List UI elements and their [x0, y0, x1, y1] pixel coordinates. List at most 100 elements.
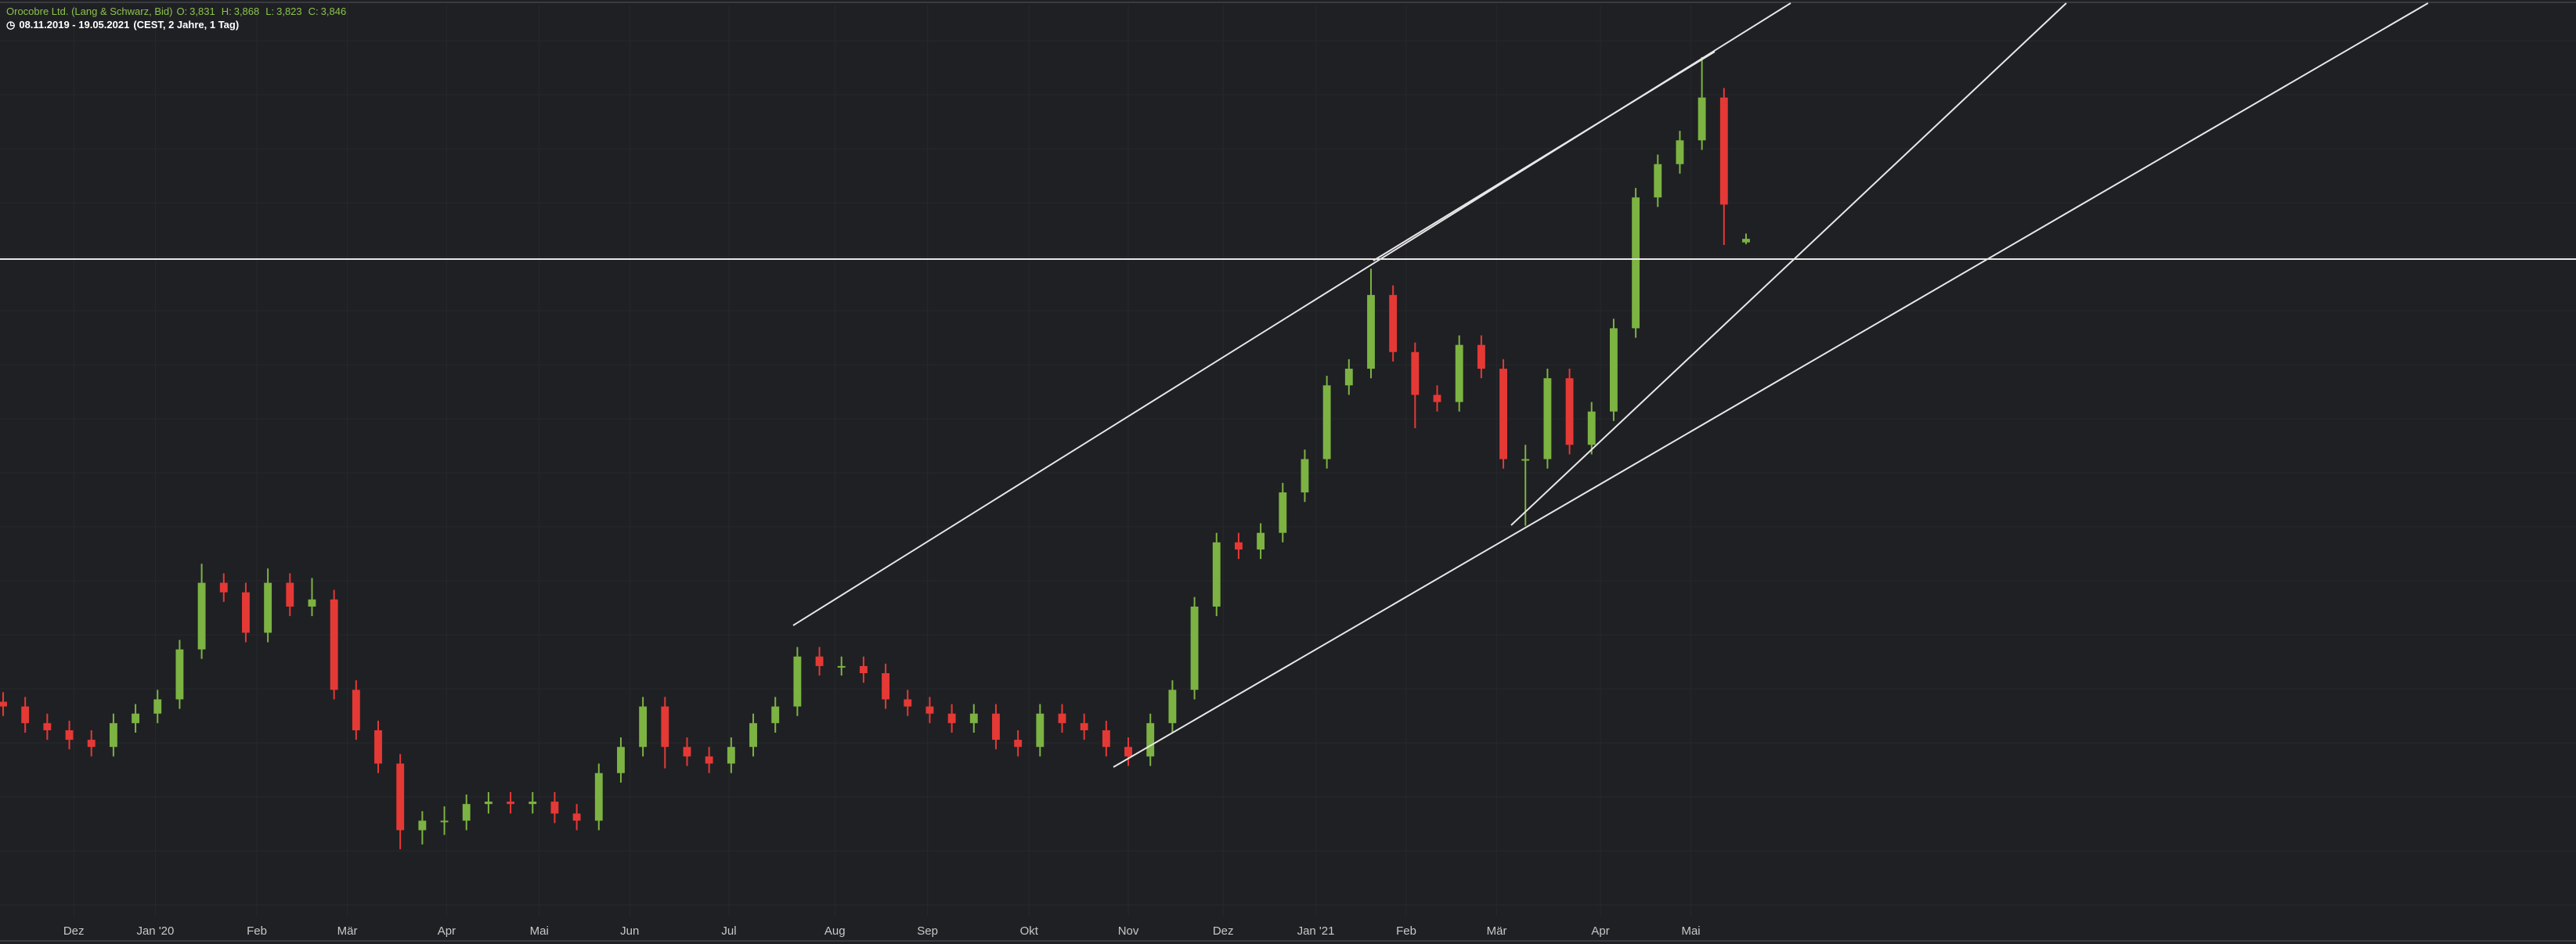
candle-body — [793, 656, 802, 707]
candle-body — [352, 690, 360, 730]
candle-body — [992, 713, 1000, 740]
candle-body — [1322, 385, 1331, 459]
candle-body — [1610, 328, 1618, 412]
trend-line — [1510, 2, 2067, 526]
ohlc-key: C: — [308, 5, 319, 17]
candle-body — [1742, 239, 1750, 243]
header-line: Orocobre Ltd. (Lang & Schwarz, Bid) O: 3,8… — [6, 5, 356, 18]
candle-body — [132, 713, 139, 723]
candle-body — [1058, 713, 1066, 723]
candle-body — [1565, 378, 1574, 445]
candle-body — [550, 802, 559, 814]
ohlc-value: 3,846 — [320, 5, 347, 17]
ohlc-key: L: — [265, 5, 275, 17]
candle-body — [594, 773, 603, 821]
x-tick-label: Feb — [1396, 924, 1416, 938]
candle-body — [175, 649, 184, 700]
drawings — [0, 2, 2576, 768]
x-tick-label: Dez — [1213, 924, 1234, 938]
candle-body — [925, 706, 934, 714]
candle-body — [1411, 351, 1420, 395]
ohlc-key: O: — [176, 5, 188, 17]
candle-body — [639, 706, 648, 748]
candle-body — [1632, 197, 1640, 329]
candle-body — [440, 820, 449, 823]
ohlc-values: O: 3,831 H: 3,868 L: 3,823 C: 3,846 — [176, 5, 352, 17]
trend-line — [1373, 51, 1716, 261]
candle-body — [882, 673, 890, 700]
candle-body — [1146, 722, 1155, 757]
period-note: (CEST, 2 Jahre, 1 Tag) — [133, 19, 240, 31]
x-tick-label: Apr — [1591, 924, 1609, 938]
clock-icon: ◷ — [6, 19, 16, 31]
trend-line — [1113, 2, 2429, 768]
ohlc-key: H: — [221, 5, 232, 17]
x-tick-label: Mär — [1487, 924, 1507, 938]
candle-body — [904, 699, 912, 707]
x-tick-label: Mai — [1681, 924, 1700, 938]
candle-body — [1301, 459, 1309, 493]
candle-body — [947, 713, 956, 723]
candle-body — [617, 747, 625, 773]
candle-body — [242, 592, 250, 633]
candle-body — [1587, 411, 1596, 445]
x-tick-label: Apr — [438, 924, 456, 938]
ohlc-value: 3,831 — [189, 5, 215, 17]
candle-body — [705, 756, 713, 764]
x-tick-label: Jul — [721, 924, 736, 938]
candle-body — [0, 701, 7, 707]
candle-body — [308, 599, 316, 607]
candle-body — [1279, 492, 1287, 533]
candle-body — [109, 722, 117, 748]
candle-body — [1102, 730, 1110, 748]
x-tick-label: Feb — [247, 924, 267, 938]
candle-body — [1654, 164, 1662, 198]
candle-body — [1234, 542, 1243, 549]
candle-body — [771, 706, 780, 723]
candle-body — [1521, 459, 1530, 461]
candle-body — [1455, 344, 1463, 402]
candle-body — [1697, 97, 1706, 141]
plot — [0, 56, 1750, 849]
candle-body — [683, 747, 691, 757]
candle-body — [43, 722, 52, 730]
candle-body — [1014, 740, 1023, 748]
candle-body — [1257, 532, 1265, 549]
candle-body — [859, 665, 868, 674]
candle-body — [65, 730, 74, 740]
candle-body — [529, 802, 537, 805]
candle-body — [484, 802, 492, 805]
period: 08.11.2019 - 19.05.2021 — [19, 19, 130, 31]
x-tick-label: Jan '21 — [1297, 924, 1335, 938]
x-tick-label: Dez — [63, 924, 85, 938]
candle-body — [153, 699, 162, 714]
candle-body — [1389, 294, 1398, 352]
candle-body — [1344, 369, 1353, 386]
candle-body — [969, 713, 978, 723]
candle-body — [87, 740, 96, 748]
x-tick-label: Sep — [917, 924, 938, 938]
candle-body — [1719, 97, 1728, 205]
candle-body — [837, 665, 846, 668]
x-tick-label: Nov — [1118, 924, 1139, 938]
candle-body — [374, 730, 382, 764]
candle-body — [286, 582, 294, 607]
ohlc-value: 3,823 — [276, 5, 302, 17]
candle-body — [1676, 140, 1684, 164]
candle-body — [197, 582, 206, 650]
grid-bands — [0, 5, 2576, 916]
x-tick-label: Aug — [824, 924, 846, 938]
candle-body — [1433, 395, 1441, 402]
candle-body — [1477, 344, 1485, 369]
x-tick-label: Jun — [620, 924, 639, 938]
candle-body — [1543, 378, 1552, 459]
chart-header: Orocobre Ltd. (Lang & Schwarz, Bid) O: 3,8… — [6, 5, 356, 31]
candle-body — [1168, 690, 1177, 723]
candle-body — [572, 813, 581, 821]
candle-body — [1212, 542, 1221, 607]
candle-body — [749, 722, 757, 748]
candle-body — [661, 706, 669, 748]
x-tick-label: Mär — [337, 924, 358, 938]
